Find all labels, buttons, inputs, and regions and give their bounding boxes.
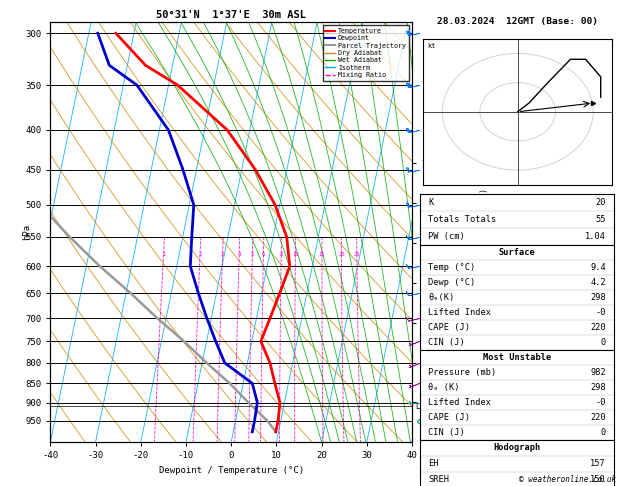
Text: 1: 1	[162, 252, 165, 257]
Text: 5: 5	[251, 252, 254, 257]
Text: 4: 4	[238, 252, 241, 257]
Text: 220: 220	[591, 413, 606, 422]
Text: θₑ(K): θₑ(K)	[428, 293, 454, 302]
Text: LCL: LCL	[416, 402, 430, 411]
Text: CIN (J): CIN (J)	[428, 428, 465, 437]
Text: Dewp (°C): Dewp (°C)	[428, 278, 475, 287]
Text: 8: 8	[280, 252, 283, 257]
Text: 0: 0	[601, 428, 606, 437]
Text: Pressure (mb): Pressure (mb)	[428, 368, 496, 377]
Text: -0: -0	[596, 308, 606, 317]
Text: 4.2: 4.2	[591, 278, 606, 287]
Text: Lifted Index: Lifted Index	[428, 308, 491, 317]
Text: θₑ (K): θₑ (K)	[428, 383, 459, 392]
Text: 150: 150	[591, 475, 606, 485]
Text: Lifted Index: Lifted Index	[428, 398, 491, 407]
Text: Mixing Ratio (g/kg): Mixing Ratio (g/kg)	[480, 188, 489, 276]
Text: hPa: hPa	[22, 224, 31, 240]
Text: 15: 15	[319, 252, 325, 257]
Text: 1.04: 1.04	[585, 232, 606, 242]
Text: Surface: Surface	[499, 248, 535, 258]
Text: Totals Totals: Totals Totals	[428, 215, 496, 225]
Text: CAPE (J): CAPE (J)	[428, 323, 470, 332]
Text: Most Unstable: Most Unstable	[483, 353, 551, 362]
Text: 157: 157	[591, 459, 606, 469]
Text: 982: 982	[591, 368, 606, 377]
Text: -0: -0	[596, 398, 606, 407]
Text: kt: kt	[427, 43, 436, 49]
Text: 28.03.2024  12GMT (Base: 00): 28.03.2024 12GMT (Base: 00)	[437, 17, 598, 26]
Title: 50°31'N  1°37'E  30m ASL: 50°31'N 1°37'E 30m ASL	[156, 10, 306, 20]
Text: 9.4: 9.4	[591, 263, 606, 272]
Text: 20: 20	[596, 198, 606, 208]
Text: Temp (°C): Temp (°C)	[428, 263, 475, 272]
Text: 2: 2	[198, 252, 202, 257]
Text: 0: 0	[601, 338, 606, 347]
Text: 55: 55	[596, 215, 606, 225]
Text: K: K	[428, 198, 433, 208]
X-axis label: Dewpoint / Temperature (°C): Dewpoint / Temperature (°C)	[159, 466, 304, 475]
Text: 220: 220	[591, 323, 606, 332]
Text: 25: 25	[353, 252, 360, 257]
Text: EH: EH	[428, 459, 438, 469]
Text: 6: 6	[262, 252, 265, 257]
Text: 3: 3	[221, 252, 224, 257]
Text: SREH: SREH	[428, 475, 449, 485]
Y-axis label: km
ASL: km ASL	[429, 225, 448, 240]
Text: © weatheronline.co.uk: © weatheronline.co.uk	[520, 474, 616, 484]
Text: 298: 298	[591, 383, 606, 392]
Text: 20: 20	[338, 252, 345, 257]
Text: Hodograph: Hodograph	[493, 443, 541, 452]
Text: 10: 10	[292, 252, 299, 257]
Text: CIN (J): CIN (J)	[428, 338, 465, 347]
Text: 298: 298	[591, 293, 606, 302]
Text: CAPE (J): CAPE (J)	[428, 413, 470, 422]
Text: PW (cm): PW (cm)	[428, 232, 465, 242]
Legend: Temperature, Dewpoint, Parcel Trajectory, Dry Adiabat, Wet Adiabat, Isotherm, Mi: Temperature, Dewpoint, Parcel Trajectory…	[323, 25, 409, 81]
